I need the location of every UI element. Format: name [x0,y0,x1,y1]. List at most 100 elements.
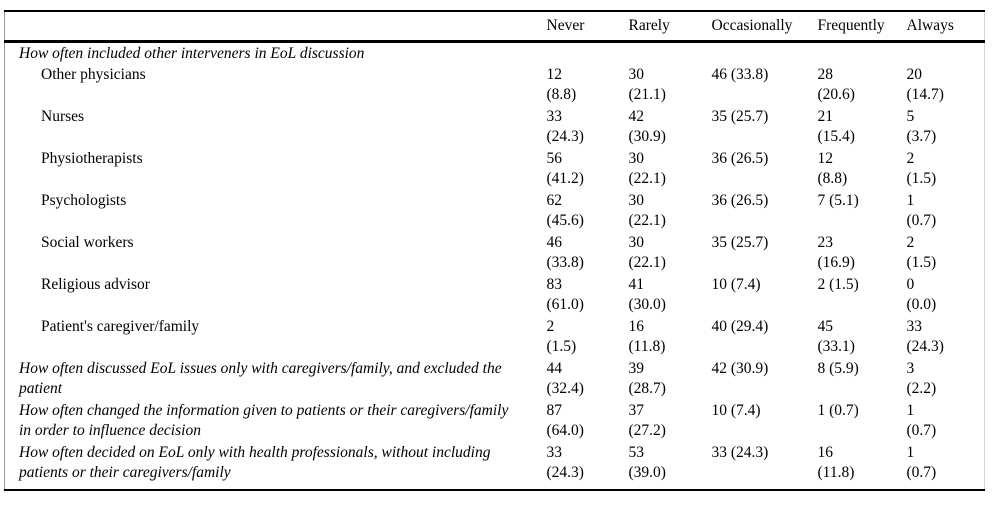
cell-count: 46 (33.8) [711,65,769,83]
row-label: How often included other interveners in … [19,44,365,62]
table-row: How often decided on EoL only with healt… [5,442,985,490]
header-row: Never Rarely Occasionally Frequently Alw… [4,11,985,41]
cell-percent: (0.0) [906,295,937,313]
cell-always: 3 (2.2) [907,358,985,400]
cell-percent: (22.1) [628,169,666,187]
cell-frequently: 23 (16.9) [818,232,907,274]
cell-never: 56 (41.2) [547,148,629,190]
cell-never: 83 (61.0) [547,274,629,316]
cell-always: 2 (1.5) [907,148,985,190]
cell-count: 28 [817,65,834,83]
cell-percent: (20.6) [817,85,855,103]
cell-frequently: 16 (11.8) [818,442,907,490]
cell-rarely: 30 (21.1) [629,64,712,106]
cell-percent: (24.3) [546,127,584,145]
cell-count: 1 [906,443,915,461]
cell-frequently: 8 (5.9) [818,358,907,400]
cell-percent: (39.0) [628,463,666,481]
cell-count: 30 [628,191,645,209]
cell-occasionally [712,41,818,64]
cell-count: 35 (25.7) [711,107,769,125]
cell-percent: (22.1) [628,253,666,271]
column-header-rarely: Rarely [628,16,670,34]
row-label: Religious advisor [41,275,150,293]
cell-count: 36 (26.5) [711,149,769,167]
cell-frequently: 7 (5.1) [818,190,907,232]
table-row: Religious advisor 83 (61.0) 41 (30.0) 10 (7.4… [5,274,985,316]
cell-count: 53 [628,443,645,461]
cell-never: 44 (32.4) [547,358,629,400]
table-row: Other physicians 12 (8.8) 30 (21.1) 46 (33.8)… [5,64,985,106]
cell-rarely: 41 (30.0) [629,274,712,316]
row-label: Social workers [41,233,134,251]
cell-count: 10 (7.4) [711,401,761,419]
cell-count: 0 [906,275,915,293]
cell-rarely: 42 (30.9) [629,106,712,148]
cell-percent: (30.9) [628,127,666,145]
cell-count: 8 (5.9) [817,359,859,377]
cell-percent: (45.6) [546,211,584,229]
cell-frequently: 45 (33.1) [818,316,907,358]
cell-never: 2 (1.5) [547,316,629,358]
cell-percent: (22.1) [628,211,666,229]
cell-count: 30 [628,65,645,83]
cell-count: 44 [546,359,563,377]
cell-count: 37 [628,401,645,419]
cell-frequently [818,41,907,64]
cell-always: 20 (14.7) [907,64,985,106]
cell-always: 1 (0.7) [907,442,985,490]
cell-count: 7 (5.1) [817,191,859,209]
cell-rarely [629,41,712,64]
cell-count: 21 [817,107,834,125]
cell-never: 46 (33.8) [547,232,629,274]
column-header-frequently: Frequently [817,16,885,34]
cell-percent: (2.2) [906,379,937,397]
column-header-never: Never [546,16,585,34]
cell-count: 16 [628,317,645,335]
cell-rarely: 39 (28.7) [629,358,712,400]
cell-rarely: 53 (39.0) [629,442,712,490]
cell-always: 2 (1.5) [907,232,985,274]
cell-count: 35 (25.7) [711,233,769,251]
cell-count: 1 (0.7) [817,401,859,419]
cell-percent: (1.5) [906,253,937,271]
row-label: Physiotherapists [41,149,143,167]
cell-count: 33 (24.3) [711,443,769,461]
cell-count: 30 [628,233,645,251]
cell-count: 33 [906,317,923,335]
row-label: How often changed the information given … [19,401,509,439]
cell-count: 30 [628,149,645,167]
cell-count: 16 [817,443,834,461]
cell-percent: (28.7) [628,379,666,397]
cell-count: 1 [906,191,915,209]
cell-never: 62 (45.6) [547,190,629,232]
cell-count: 12 [546,65,563,83]
row-label: How often decided on EoL only with healt… [19,443,491,481]
header-row-label-column [5,11,547,41]
cell-count: 62 [546,191,563,209]
cell-occasionally: 10 (7.4) [712,274,818,316]
cell-rarely: 30 (22.1) [629,148,712,190]
cell-frequently: 12 (8.8) [818,148,907,190]
row-label: Psychologists [41,191,127,209]
cell-frequently: 28 (20.6) [818,64,907,106]
cell-rarely: 37 (27.2) [629,400,712,442]
cell-percent: (27.2) [628,421,666,439]
cell-percent: (1.5) [546,337,577,355]
cell-percent: (8.8) [546,85,577,103]
table-body: How often included other interveners in … [5,41,985,490]
cell-count: 2 [546,317,555,335]
cell-occasionally: 42 (30.9) [712,358,818,400]
row-label: Patient's caregiver/family [41,317,200,335]
cell-percent: (0.7) [906,211,937,229]
cell-frequently: 1 (0.7) [818,400,907,442]
cell-frequently: 21 (15.4) [818,106,907,148]
cell-percent: (32.4) [546,379,584,397]
cell-count: 5 [906,107,915,125]
cell-count: 2 [906,149,915,167]
cell-rarely: 30 (22.1) [629,232,712,274]
table-row: Physiotherapists 56 (41.2) 30 (22.1) 36 (26.5… [5,148,985,190]
table-row: How often changed the information given … [5,400,985,442]
cell-count: 33 [546,107,563,125]
